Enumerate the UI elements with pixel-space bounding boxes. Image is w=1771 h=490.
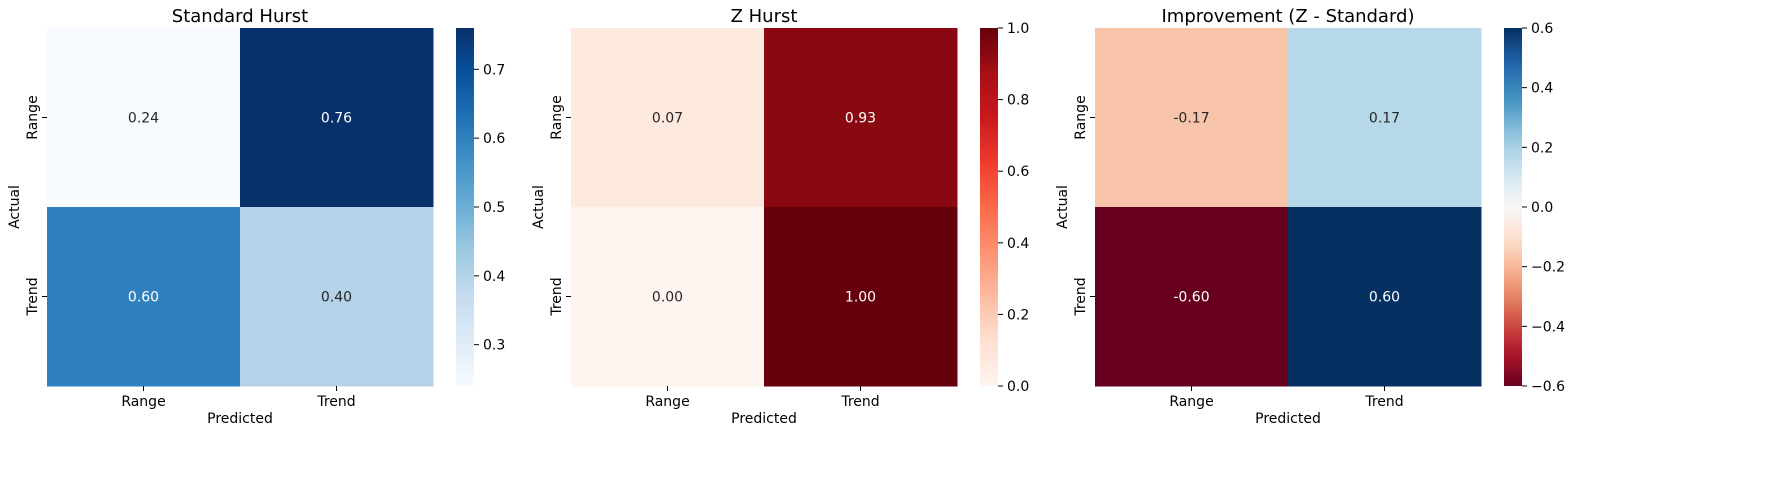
colorbar-tick-label: 0.8 bbox=[1007, 93, 1029, 109]
heatmap-cell bbox=[764, 207, 958, 387]
cell-value-label: 0.40 bbox=[321, 290, 352, 306]
colorbar-tick-label: 0.6 bbox=[1531, 21, 1553, 37]
cell-value-label: -0.17 bbox=[1173, 111, 1209, 127]
x-tick-label: Range bbox=[121, 394, 165, 410]
colorbar-tick-label: 0.5 bbox=[483, 200, 505, 216]
x-tick-label: Trend bbox=[1364, 394, 1403, 410]
heatmap-cell bbox=[571, 28, 765, 208]
heatmap-cell bbox=[47, 207, 241, 387]
colorbar-tick-label: 0.6 bbox=[483, 131, 505, 147]
cell-value-label: 0.17 bbox=[1369, 111, 1400, 127]
heatmap-cell bbox=[240, 207, 434, 387]
colorbar bbox=[456, 28, 474, 386]
y-tick-label: Trend bbox=[25, 277, 41, 316]
colorbar-tick-label: 0.0 bbox=[1007, 379, 1029, 395]
cell-value-label: 0.60 bbox=[1369, 290, 1400, 306]
colorbar-tick-label: −0.2 bbox=[1531, 260, 1565, 276]
x-axis-label: Predicted bbox=[1255, 411, 1321, 427]
heatmap-cell bbox=[1288, 28, 1482, 208]
cell-value-label: 0.76 bbox=[321, 111, 352, 127]
colorbar-tick-label: 0.4 bbox=[483, 269, 505, 285]
heatmap-cell bbox=[764, 28, 958, 208]
cell-value-label: 0.93 bbox=[845, 111, 876, 127]
heatmap-cell bbox=[1095, 28, 1289, 208]
heatmap-cell bbox=[1095, 207, 1289, 387]
x-axis-label: Predicted bbox=[207, 411, 273, 427]
colorbar-tick-label: −0.4 bbox=[1531, 319, 1565, 335]
colorbar-tick-label: 0.3 bbox=[483, 338, 505, 354]
y-tick-label: Trend bbox=[549, 277, 565, 316]
heatmap-cell bbox=[47, 28, 241, 208]
y-tick-label: Trend bbox=[1073, 277, 1089, 316]
x-tick-label: Trend bbox=[316, 394, 355, 410]
heatmap-cell bbox=[1288, 207, 1482, 387]
colorbar-tick-label: 0.7 bbox=[483, 62, 505, 78]
cell-value-label: 0.24 bbox=[128, 111, 159, 127]
cell-value-label: 0.00 bbox=[652, 290, 683, 306]
colorbar-tick-label: 0.4 bbox=[1007, 236, 1029, 252]
y-tick-label: Range bbox=[1073, 95, 1089, 139]
y-tick-label: Range bbox=[549, 95, 565, 139]
heatmap-cell bbox=[571, 207, 765, 387]
x-tick-label: Range bbox=[1169, 394, 1213, 410]
y-axis-label: Actual bbox=[7, 185, 23, 229]
y-tick-label: Range bbox=[25, 95, 41, 139]
colorbar bbox=[1504, 28, 1522, 386]
colorbar-tick-label: 0.4 bbox=[1531, 81, 1553, 97]
x-tick-label: Trend bbox=[840, 394, 879, 410]
colorbar-tick-label: 0.2 bbox=[1531, 140, 1553, 156]
y-axis-label: Actual bbox=[531, 185, 547, 229]
colorbar-tick-label: 0.2 bbox=[1007, 307, 1029, 323]
colorbar bbox=[980, 28, 998, 386]
cell-value-label: 0.60 bbox=[128, 290, 159, 306]
panel-title: Z Hurst bbox=[731, 6, 798, 27]
colorbar-tick-label: 0.6 bbox=[1007, 164, 1029, 180]
y-axis-label: Actual bbox=[1055, 185, 1071, 229]
panel-title: Improvement (Z - Standard) bbox=[1161, 6, 1414, 27]
colorbar-tick-label: 0.0 bbox=[1531, 200, 1553, 216]
heatmap-cell bbox=[240, 28, 434, 208]
cell-value-label: -0.60 bbox=[1173, 290, 1209, 306]
colorbar-tick-label: −0.6 bbox=[1531, 379, 1565, 395]
x-axis-label: Predicted bbox=[731, 411, 797, 427]
heatmap-panel-2: Z Hurst 0.07 0.93 0.00 1.00 Range Trend Range Tr… bbox=[531, 6, 1029, 427]
cell-value-label: 1.00 bbox=[845, 290, 876, 306]
heatmap-panel-3: Improvement (Z - Standard) -0.17 0.17 -0.60… bbox=[1055, 6, 1565, 427]
colorbar-tick-label: 1.0 bbox=[1007, 21, 1029, 37]
cell-value-label: 0.07 bbox=[652, 111, 683, 127]
panel-title: Standard Hurst bbox=[172, 6, 308, 27]
heatmap-panel-1: Standard Hurst 0.24 0.76 0.60 0.40 Range Trend… bbox=[7, 6, 505, 427]
x-tick-label: Range bbox=[645, 394, 689, 410]
